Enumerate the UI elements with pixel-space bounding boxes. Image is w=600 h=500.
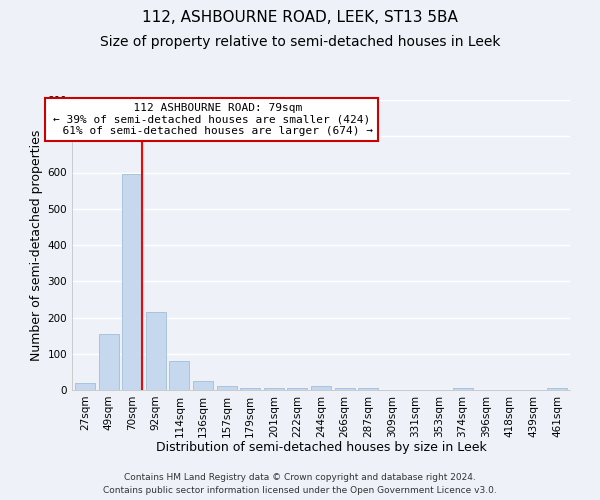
Bar (358, 388, 378, 390)
Bar (122, 174, 142, 390)
Bar (169, 361, 190, 390)
Bar (240, 388, 260, 390)
Bar (264, 388, 284, 390)
Text: Contains public sector information licensed under the Open Government Licence v3: Contains public sector information licen… (103, 486, 497, 495)
Bar (287, 388, 307, 390)
Bar (311, 386, 331, 390)
Text: Size of property relative to semi-detached houses in Leek: Size of property relative to semi-detach… (100, 35, 500, 49)
Bar (335, 388, 355, 390)
Bar (547, 388, 567, 390)
Bar (452, 388, 473, 390)
Y-axis label: Number of semi-detached properties: Number of semi-detached properties (31, 130, 43, 360)
X-axis label: Distribution of semi-detached houses by size in Leek: Distribution of semi-detached houses by … (155, 441, 487, 454)
Text: Contains HM Land Registry data © Crown copyright and database right 2024.: Contains HM Land Registry data © Crown c… (124, 474, 476, 482)
Bar (98, 334, 119, 390)
Text: 112 ASHBOURNE ROAD: 79sqm
← 39% of semi-detached houses are smaller (424)
  61% : 112 ASHBOURNE ROAD: 79sqm ← 39% of semi-… (49, 103, 373, 136)
Text: 112, ASHBOURNE ROAD, LEEK, ST13 5BA: 112, ASHBOURNE ROAD, LEEK, ST13 5BA (142, 10, 458, 25)
Bar (75, 383, 95, 390)
Bar (193, 381, 213, 390)
Bar (146, 312, 166, 390)
Bar (217, 386, 236, 390)
